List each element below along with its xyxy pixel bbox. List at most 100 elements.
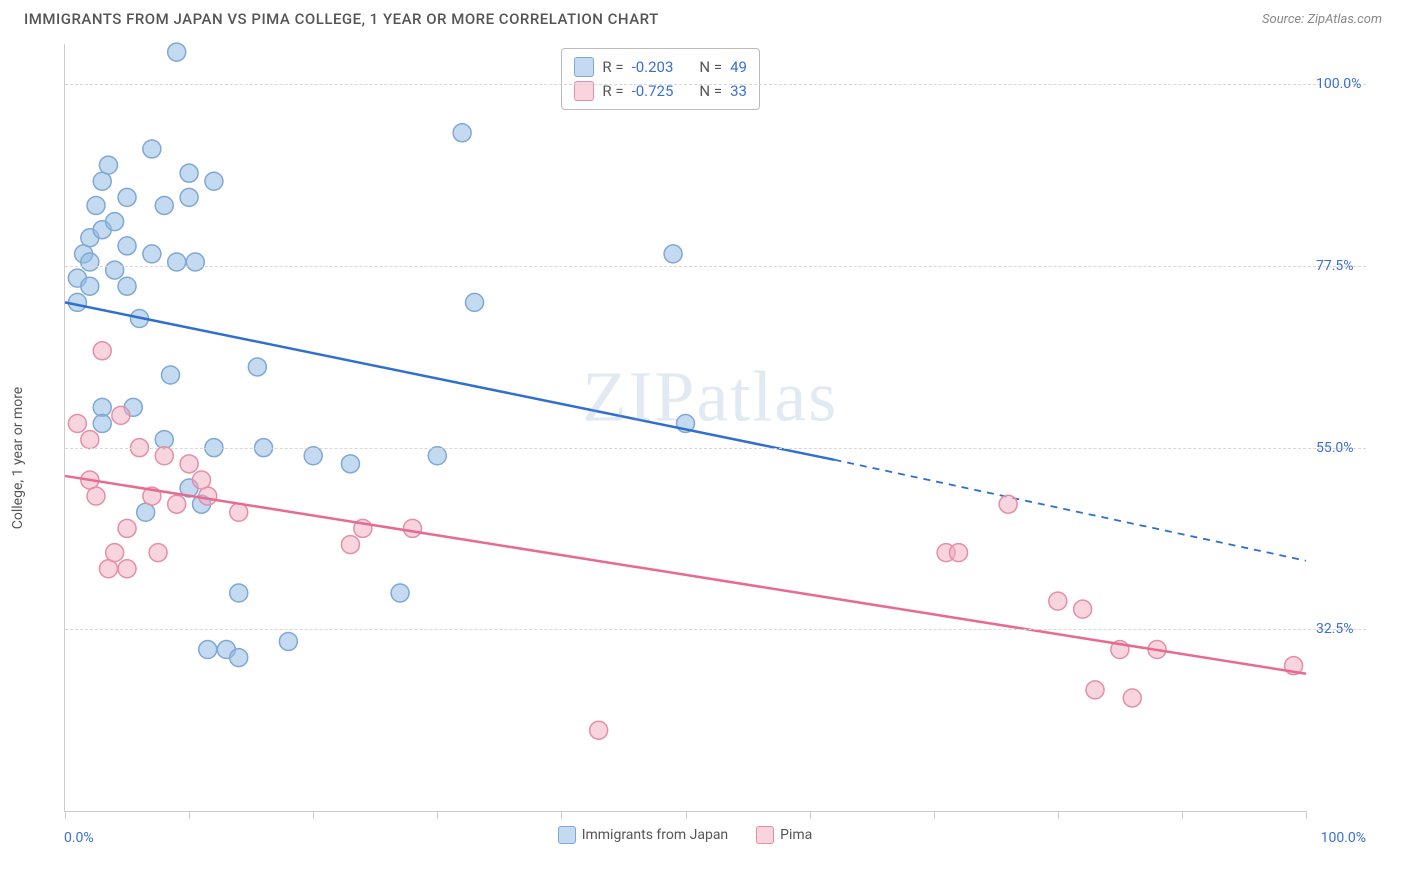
data-point — [1086, 681, 1104, 699]
data-point — [106, 261, 124, 279]
data-point — [1074, 600, 1092, 618]
data-point — [93, 342, 111, 360]
data-point — [87, 196, 105, 214]
data-point — [664, 245, 682, 263]
data-point — [428, 447, 446, 465]
x-tick — [810, 811, 811, 819]
source-link[interactable]: ZipAtlas.com — [1307, 12, 1382, 27]
data-point — [118, 188, 136, 206]
legend-label: Immigrants from Japan — [582, 827, 728, 843]
source-label: Source: — [1262, 12, 1304, 27]
data-point — [118, 560, 136, 578]
data-point — [199, 641, 217, 659]
data-point — [391, 584, 409, 602]
data-point — [106, 213, 124, 231]
legend-row: R = -0.203 N = 49 — [574, 55, 747, 79]
data-point — [590, 721, 608, 739]
data-point — [453, 124, 471, 142]
data-point — [118, 519, 136, 537]
legend-swatch — [574, 57, 594, 77]
stat-r-value: -0.203 — [632, 58, 674, 76]
regression-line — [65, 302, 834, 459]
data-point — [93, 172, 111, 190]
data-point — [87, 487, 105, 505]
data-point — [168, 253, 186, 271]
series-legend: Immigrants from Japan Pima — [64, 826, 1306, 844]
legend-swatch — [558, 826, 576, 844]
chart-title: IMMIGRANTS FROM JAPAN VS PIMA COLLEGE, 1… — [24, 10, 659, 28]
plot-svg — [65, 44, 1306, 811]
data-point — [1049, 592, 1067, 610]
data-point — [161, 366, 179, 384]
stat-n-label: N = — [699, 58, 722, 76]
data-point — [193, 471, 211, 489]
x-tick — [686, 811, 687, 819]
data-point — [341, 455, 359, 473]
data-point — [155, 196, 173, 214]
data-point — [68, 414, 86, 432]
data-point — [186, 253, 204, 271]
x-tick — [189, 811, 190, 819]
y-tick-label: 32.5% — [1316, 621, 1376, 637]
y-tick-label: 77.5% — [1316, 258, 1376, 274]
data-point — [106, 544, 124, 562]
data-point — [143, 245, 161, 263]
data-point — [180, 188, 198, 206]
gridline — [65, 448, 1366, 449]
data-point — [230, 503, 248, 521]
data-point — [1123, 689, 1141, 707]
data-point — [230, 584, 248, 602]
data-point — [112, 406, 130, 424]
data-point — [205, 172, 223, 190]
data-point — [143, 140, 161, 158]
data-point — [149, 544, 167, 562]
data-point — [199, 487, 217, 505]
x-tick — [1306, 811, 1307, 819]
data-point — [466, 293, 484, 311]
data-point — [248, 358, 266, 376]
regression-line-extrapolated — [834, 460, 1306, 561]
x-tick — [934, 811, 935, 819]
source-attribution: Source: ZipAtlas.com — [1262, 12, 1382, 27]
x-tick — [561, 811, 562, 819]
stat-n-value: 49 — [730, 58, 747, 76]
legend-item: Pima — [756, 826, 812, 844]
data-point — [168, 43, 186, 61]
y-tick-label: 100.0% — [1316, 76, 1376, 92]
data-point — [99, 156, 117, 174]
y-tick-label: 55.0% — [1316, 440, 1376, 456]
x-tick — [1058, 811, 1059, 819]
data-point — [168, 495, 186, 513]
legend-label: Pima — [780, 827, 812, 843]
data-point — [118, 277, 136, 295]
x-axis-max-label: 100.0% — [1321, 830, 1366, 846]
x-tick — [65, 811, 66, 819]
data-point — [950, 544, 968, 562]
legend-item: Immigrants from Japan — [558, 826, 728, 844]
legend-swatch — [756, 826, 774, 844]
gridline — [65, 266, 1366, 267]
x-tick — [1182, 811, 1183, 819]
data-point — [137, 503, 155, 521]
gridline — [65, 629, 1366, 630]
legend-row: R = -0.725N = 33 — [574, 79, 747, 103]
data-point — [304, 447, 322, 465]
data-point — [99, 560, 117, 578]
data-point — [279, 632, 297, 650]
data-point — [403, 519, 421, 537]
stat-r-label: R = — [602, 58, 623, 76]
data-point — [81, 253, 99, 271]
plot-region: ZIPatlas R = -0.203N = 49R = -0.725N = 3… — [64, 44, 1306, 812]
y-axis-label: College, 1 year or more — [10, 387, 26, 529]
regression-line — [65, 476, 1306, 674]
data-point — [118, 237, 136, 255]
data-point — [81, 431, 99, 449]
chart-area: College, 1 year or more ZIPatlas R = -0.… — [24, 44, 1386, 872]
correlation-legend: R = -0.203 N = 49 R = -0.725N = 33 — [561, 48, 760, 110]
data-point — [230, 649, 248, 667]
gridline — [65, 84, 1366, 85]
data-point — [155, 431, 173, 449]
x-tick — [437, 811, 438, 819]
data-point — [341, 536, 359, 554]
data-point — [93, 398, 111, 416]
